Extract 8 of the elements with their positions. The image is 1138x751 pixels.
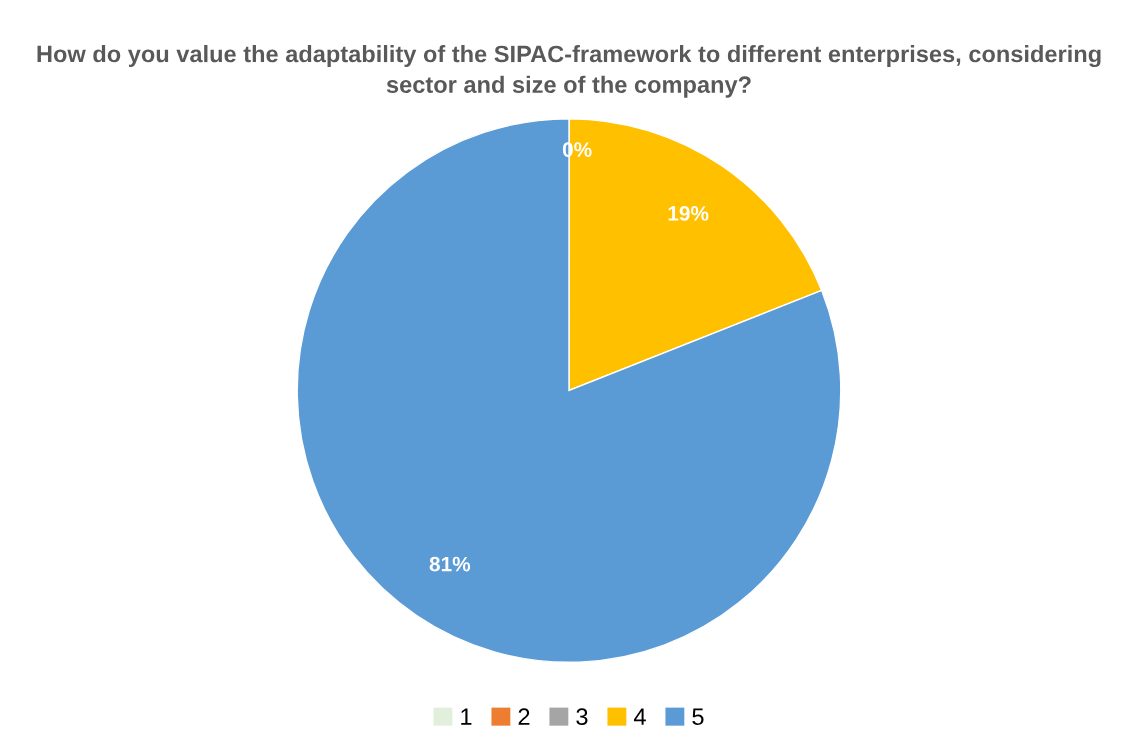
legend-label: 1 [461,708,472,725]
legend-label: 4 [633,708,646,725]
chart-title: How do you value the adaptability of the SIPAC-framework to different enterprises, considering sector and size of the company? [37,45,1101,98]
data-label: 81% [429,556,471,572]
data-label: 19% [668,206,709,221]
legend-label: 2 [518,708,530,725]
legend-label: 5 [692,708,704,726]
legend-label: 3 [576,708,588,726]
